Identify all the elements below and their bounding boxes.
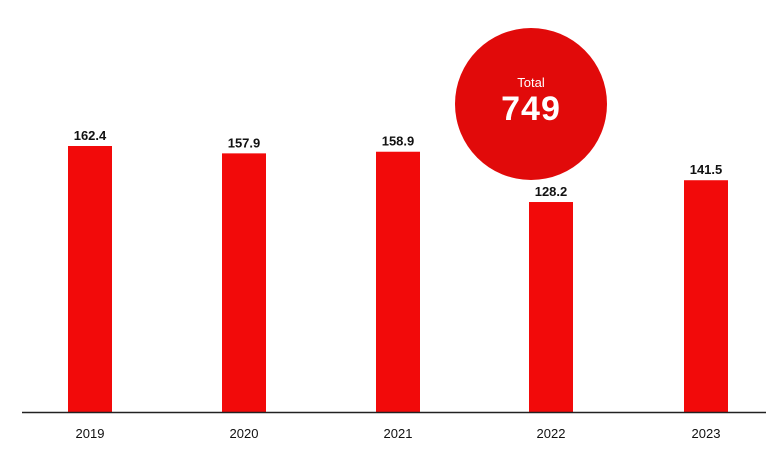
data-label-2020: 157.9 [228,135,261,150]
x-tick-label-2022: 2022 [537,426,566,441]
total-badge: Total 749 [455,28,607,180]
total-label: Total [517,75,545,90]
x-tick-label-2021: 2021 [384,426,413,441]
data-label-2023: 141.5 [690,162,723,177]
x-tick-label-2019: 2019 [76,426,105,441]
data-label-2019: 162.4 [74,128,107,143]
x-tick-label-2023: 2023 [692,426,721,441]
bar-2022 [529,202,573,412]
x-tick-label-2020: 2020 [230,426,259,441]
bar-2023 [684,180,728,412]
data-label-2022: 128.2 [535,184,568,199]
bar-2021 [376,151,420,412]
total-value: 749 [501,90,561,128]
bar-2020 [222,153,266,412]
bar-2019 [68,146,112,412]
data-label-2021: 158.9 [382,134,415,149]
